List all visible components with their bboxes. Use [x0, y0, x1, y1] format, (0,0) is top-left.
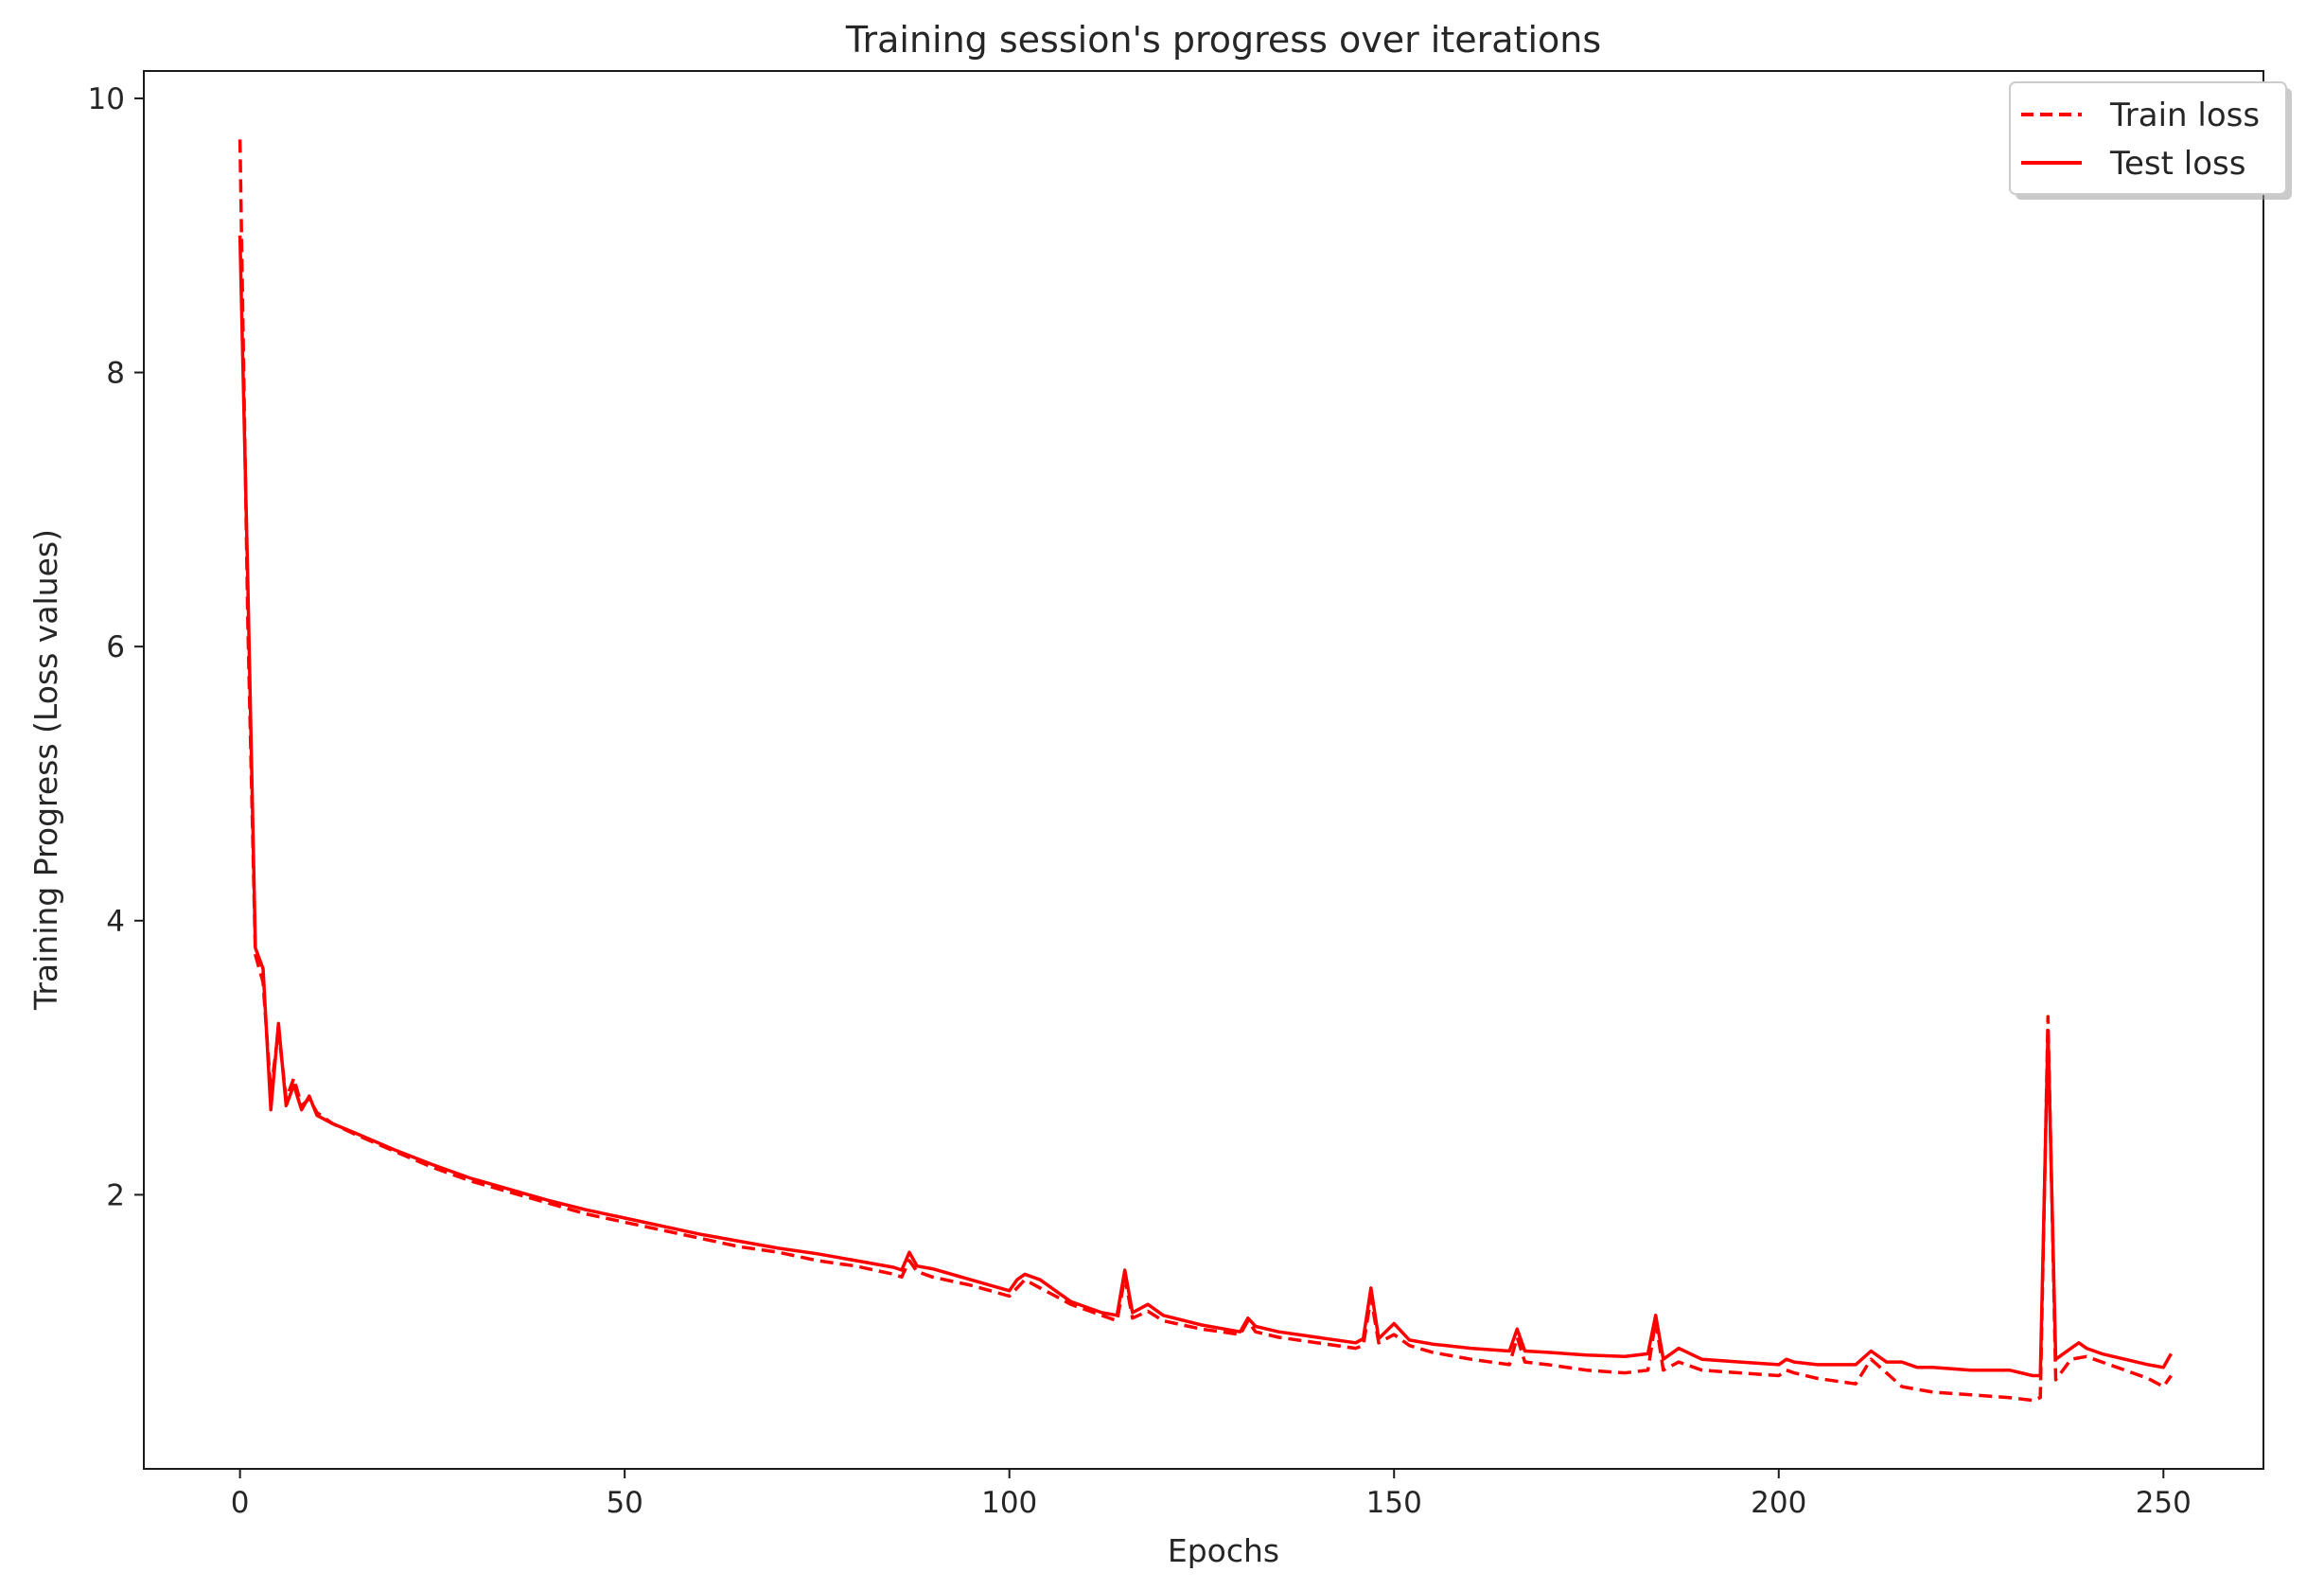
series-layer	[238, 139, 2173, 1403]
legend: Train loss Test loss	[2009, 81, 2292, 200]
series-line-test-loss	[238, 235, 2173, 1378]
chart-title: Training session's progress over iterati…	[845, 19, 1601, 61]
y-tick-label: 4	[106, 905, 125, 939]
x-tick-label: 100	[981, 1486, 1037, 1520]
x-tick-label: 0	[231, 1486, 250, 1520]
y-axis-label: Training Progress (Loss values)	[27, 529, 64, 1011]
x-tick-label: 50	[606, 1486, 643, 1520]
y-tick-label: 6	[106, 630, 125, 664]
y-axis-ticks: 2 4 6 8 10	[88, 82, 144, 1212]
axes-frame	[143, 70, 2264, 1470]
x-tick-label: 200	[1751, 1486, 1806, 1520]
y-tick-label: 8	[106, 357, 125, 391]
y-tick-label: 2	[106, 1178, 125, 1212]
y-tick-label: 10	[88, 82, 125, 116]
x-axis-label: Epochs	[1168, 1532, 1279, 1569]
x-tick-label: 150	[1366, 1486, 1422, 1520]
plot-area	[143, 70, 2264, 1470]
x-axis-ticks: 0 50 100 150 200 250	[231, 1469, 2192, 1520]
legend-test-loss-label: Test loss	[2109, 145, 2245, 183]
x-tick-label: 250	[2136, 1486, 2192, 1520]
axes-background	[144, 71, 2263, 1469]
legend-train-loss-label: Train loss	[2109, 97, 2260, 134]
legend-box	[2009, 81, 2287, 195]
